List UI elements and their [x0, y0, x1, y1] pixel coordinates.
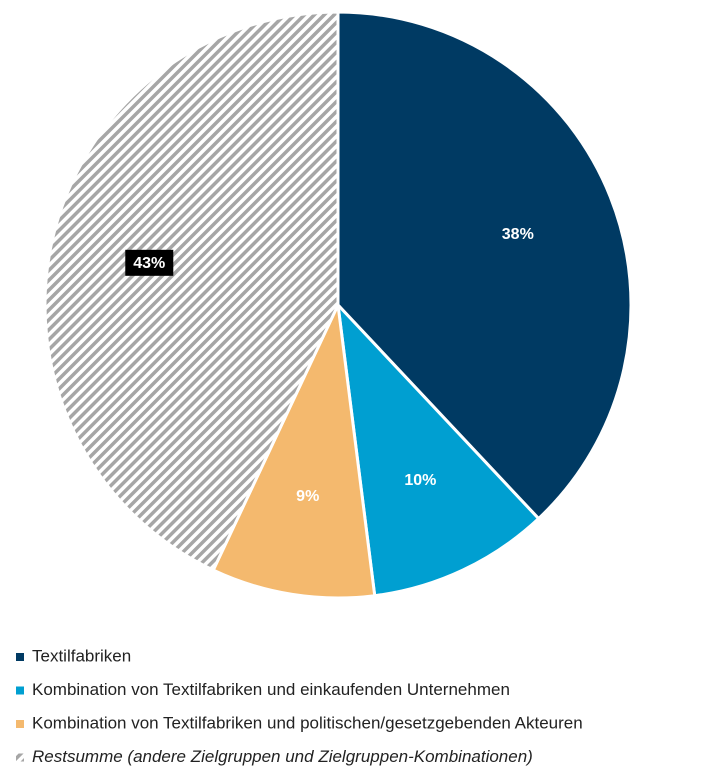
legend-label: Textilfabriken [32, 646, 131, 665]
label-box [125, 249, 174, 276]
legend-label: Restsumme (andere Zielgruppen und Zielgr… [32, 747, 533, 766]
legend-marker [16, 686, 24, 695]
data-label: 38% [502, 226, 534, 243]
legend-marker [16, 720, 24, 728]
legend-label: Kombination von Textilfabriken und einka… [32, 680, 510, 699]
pie-slice [211, 299, 377, 600]
legend-marker [16, 653, 24, 661]
data-label: 9% [296, 488, 319, 505]
pie-slice [335, 300, 541, 598]
legend-label: Kombination von Textilfabriken und polit… [32, 713, 583, 732]
data-label: 43% [133, 255, 165, 272]
pie-slice [336, 10, 633, 521]
legend-marker [16, 753, 24, 762]
pie-slice [43, 10, 340, 573]
data-label: 10% [404, 472, 436, 489]
